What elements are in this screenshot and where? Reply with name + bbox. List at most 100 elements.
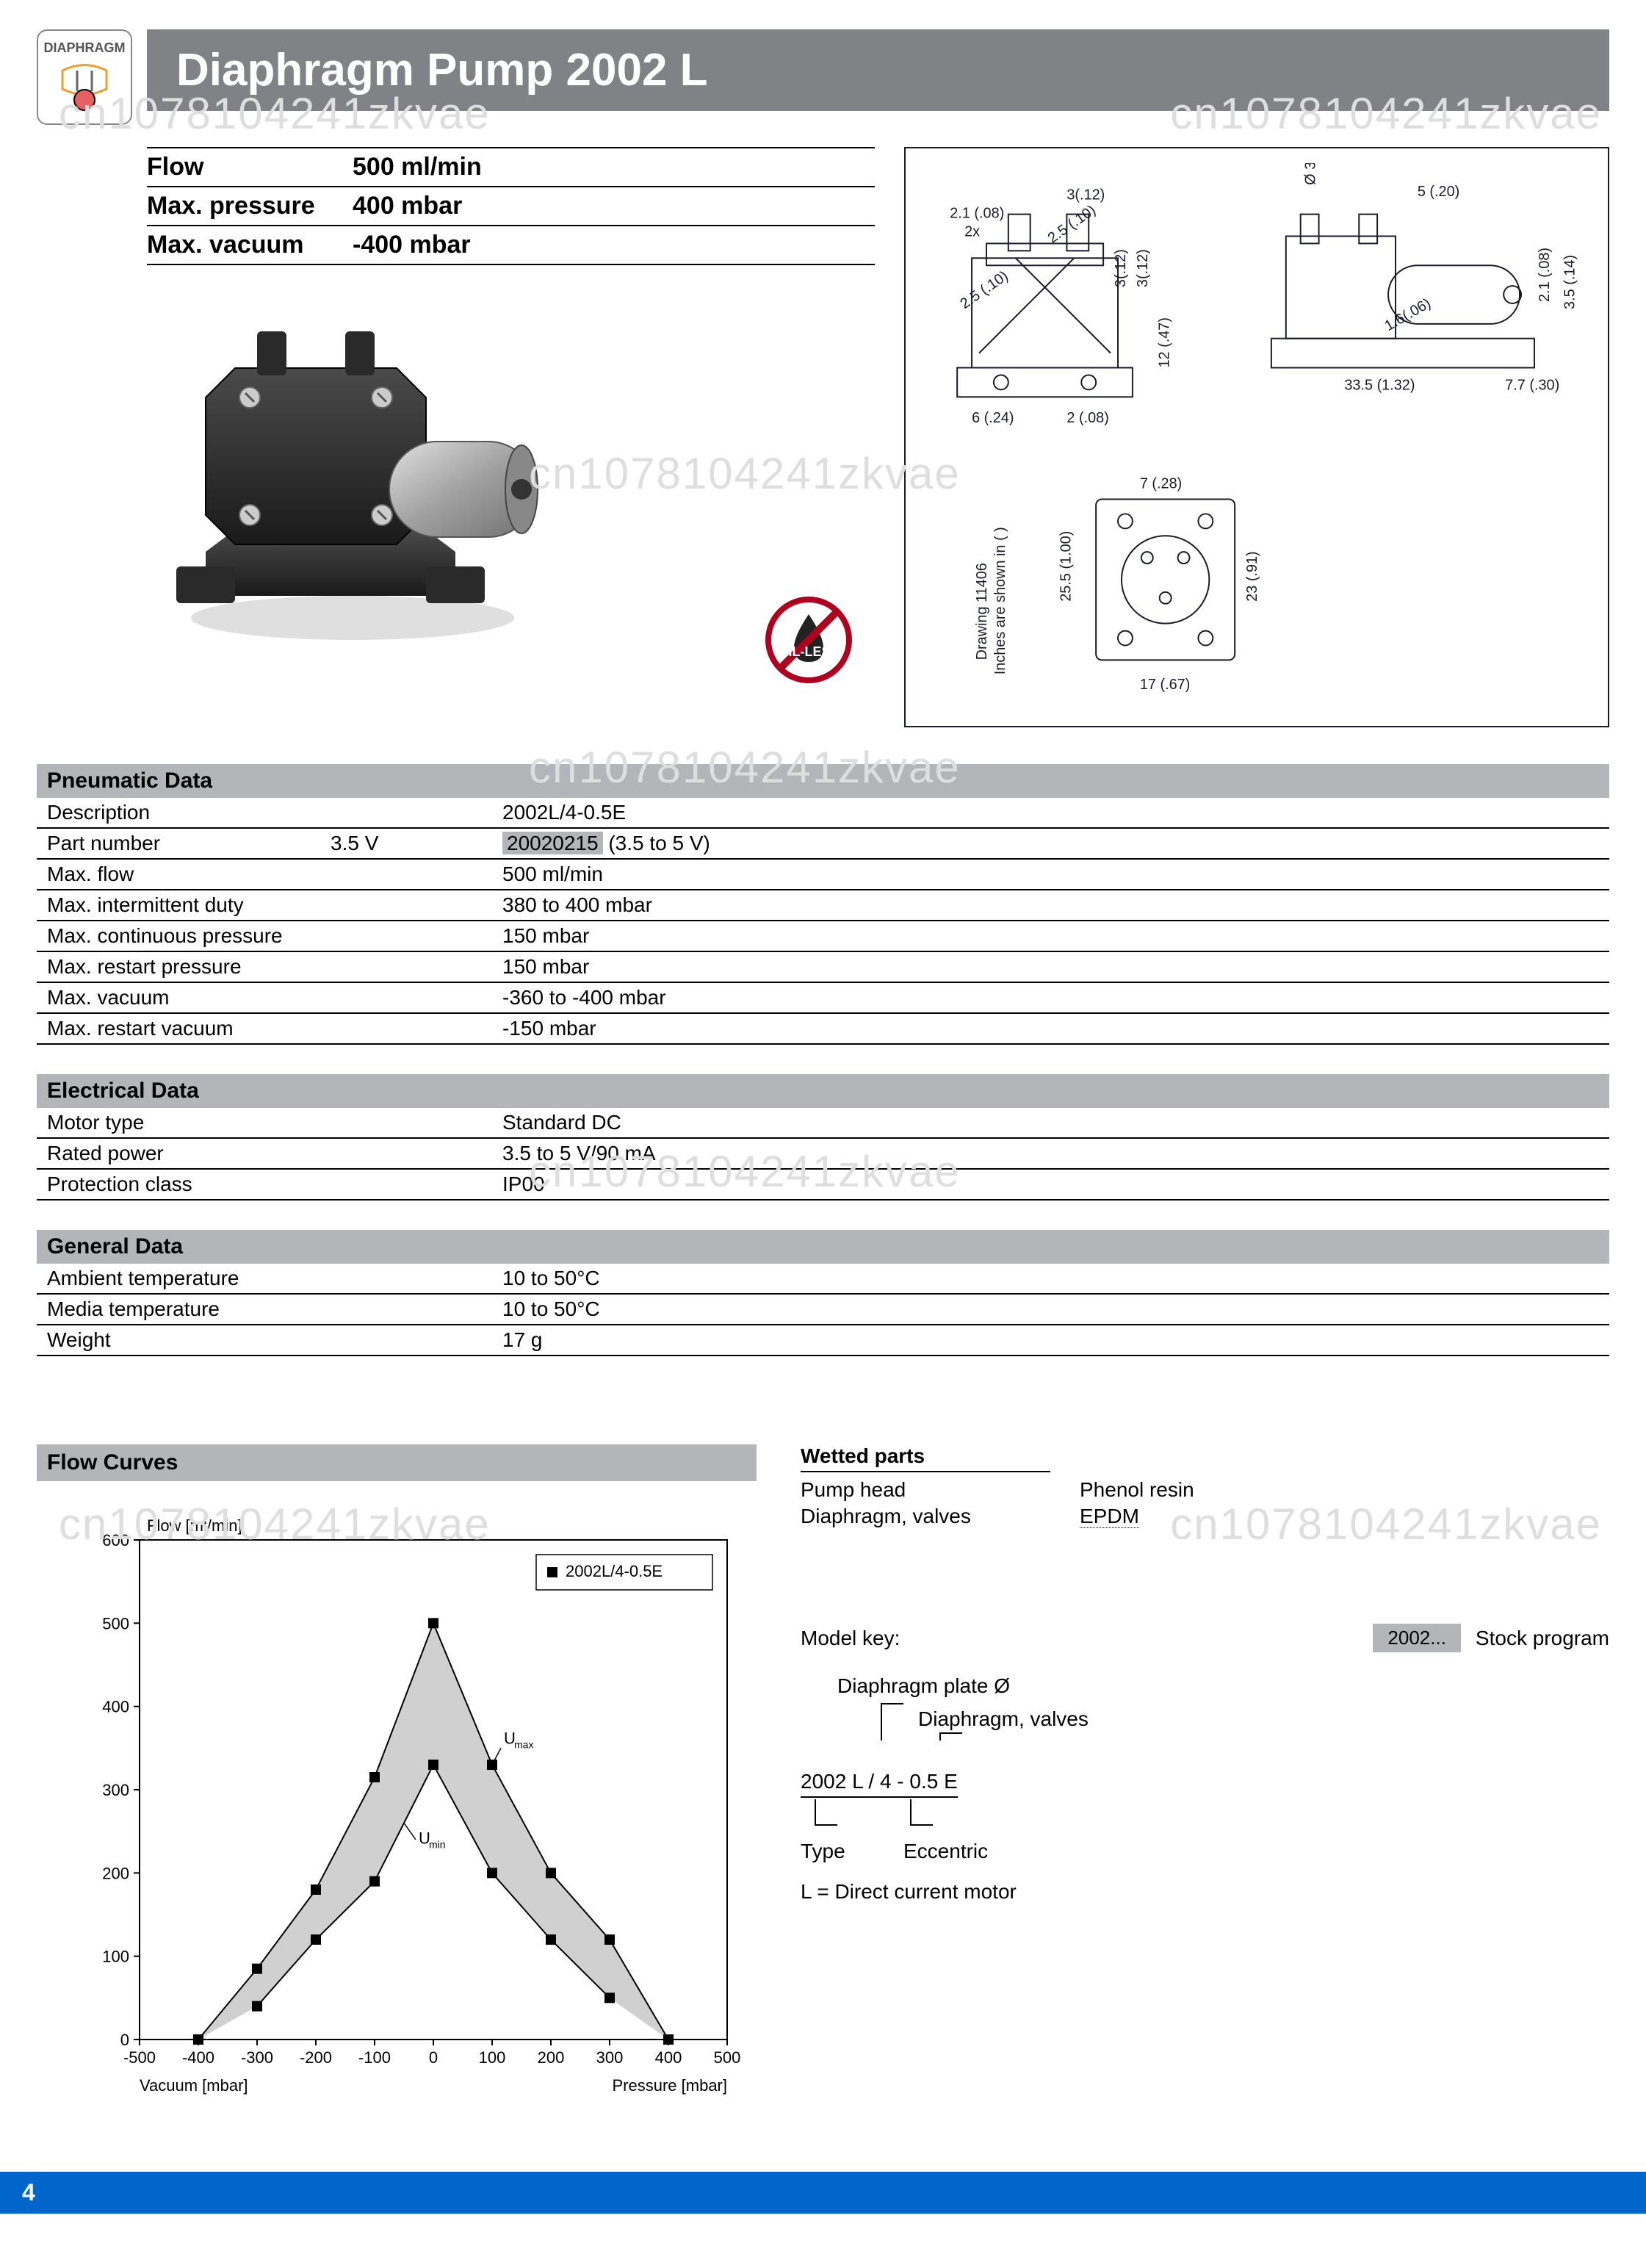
data-label: Description [47,801,502,824]
data-value: 10 to 50°C [502,1267,600,1290]
svg-text:-200: -200 [300,2048,332,2067]
model-key-diagram: Diaphragm plate Ø Diaphragm, valves 2002… [801,1674,1609,1924]
diaphragm-icon [55,56,114,115]
pump-image-area: OIL-LESS [147,309,875,691]
data-row: Max. intermittent duty380 to 400 mbar [37,890,1609,921]
stock-label: Stock program [1476,1627,1609,1650]
data-value: IP00 [502,1173,545,1196]
svg-text:400: 400 [102,1698,129,1716]
data-value: 150 mbar [502,924,589,948]
data-value: 150 mbar [502,955,589,979]
mk-line: Type [801,1840,845,1863]
spec-label: Flow [147,153,353,181]
svg-text:200: 200 [538,2048,565,2067]
svg-text:23 (.91): 23 (.91) [1244,551,1260,602]
flow-curves-header: Flow Curves [37,1444,757,1481]
general-header: General Data [37,1230,1609,1264]
data-row: Max. restart vacuum-150 mbar [37,1014,1609,1045]
svg-text:3(.12): 3(.12) [1113,249,1129,287]
data-mid: 3.5 V [331,832,378,855]
svg-text:-400: -400 [182,2048,214,2067]
wetted-value: EPDM [1080,1505,1139,1528]
data-label: Max. flow [47,863,502,886]
data-label: Motor type [47,1111,502,1134]
svg-text:400: 400 [655,2048,682,2067]
spec-value: -400 mbar [353,231,471,259]
data-row: Weight17 g [37,1325,1609,1356]
svg-text:300: 300 [596,2048,624,2067]
data-row: Max. restart pressure150 mbar [37,952,1609,983]
svg-text:5 (.20): 5 (.20) [1418,184,1459,200]
svg-text:2.1 (.08): 2.1 (.08) [950,206,1004,222]
svg-text:2.5 (.10): 2.5 (.10) [1045,202,1099,246]
technical-drawing: 3(.12) 2.1 (.08) 2x 2.5 (.10) 2.5 (.10) … [904,147,1609,727]
header-row: DIAPHRAGM Diaphragm Pump 2002 L [37,29,1609,125]
data-value: -150 mbar [502,1017,596,1040]
svg-text:0: 0 [429,2048,438,2067]
data-label: Max. restart vacuum [47,1017,502,1040]
wetted-value: Phenol resin [1080,1478,1194,1502]
spec-row: Flow 500 ml/min [147,147,875,187]
data-label: Max. restart pressure [47,955,502,979]
pump-illustration [147,309,558,647]
electrical-header: Electrical Data [37,1074,1609,1108]
main-specs-table: Flow 500 ml/min Max. pressure 400 mbar M… [147,147,875,265]
svg-text:33.5 (1.32): 33.5 (1.32) [1344,377,1415,393]
pneumatic-header: Pneumatic Data [37,764,1609,798]
svg-text:7 (.28): 7 (.28) [1140,476,1182,492]
diaphragm-logo-badge: DIAPHRAGM [37,29,132,125]
data-value: 20020215 (3.5 to 5 V) [502,832,710,855]
drawing-svg: 3(.12) 2.1 (.08) 2x 2.5 (.10) 2.5 (.10) … [920,163,1593,711]
spec-row: Max. vacuum -400 mbar [147,226,875,265]
page-title: Diaphragm Pump 2002 L [147,29,1609,111]
data-row: Motor typeStandard DC [37,1108,1609,1139]
data-label: Protection class [47,1173,502,1196]
data-label: Max. intermittent duty [47,893,502,917]
data-row: Rated power3.5 to 5 V/90 mA [37,1139,1609,1170]
svg-text:100: 100 [102,1948,129,1966]
mk-line: Eccentric [903,1840,988,1863]
data-value: -360 to -400 mbar [502,986,666,1009]
flow-chart-svg: 0100200300400500600-500-400-300-200-1000… [81,1511,757,2142]
mk-formula: 2002 L / 4 - 0.5 E [801,1770,958,1798]
svg-text:3.5 (.14): 3.5 (.14) [1562,255,1578,309]
spec-label: Max. pressure [147,192,353,220]
data-value: 17 g [502,1328,543,1352]
model-key-label: Model key: [801,1627,900,1650]
data-label: Max. vacuum [47,986,502,1009]
svg-text:max: max [514,1739,533,1751]
data-row: Part number3.5 V20020215 (3.5 to 5 V) [37,829,1609,860]
svg-text:7.7 (.30): 7.7 (.30) [1505,377,1559,393]
svg-text:0: 0 [120,2031,129,2049]
data-value: 500 ml/min [502,863,603,886]
data-row: Max. continuous pressure150 mbar [37,921,1609,952]
svg-text:200: 200 [102,1864,129,1882]
svg-text:-500: -500 [123,2048,156,2067]
spec-label: Max. vacuum [147,231,353,259]
data-value: 10 to 50°C [502,1297,600,1321]
svg-text:min: min [429,1839,446,1851]
page-number-footer: 4 [0,2172,1646,2214]
wetted-label: Diaphragm, valves [801,1505,1080,1528]
data-value: Standard DC [502,1111,621,1134]
svg-text:-100: -100 [358,2048,391,2067]
data-label: Media temperature [47,1297,502,1321]
svg-text:100: 100 [479,2048,506,2067]
svg-text:2.1 (.08): 2.1 (.08) [1537,248,1553,302]
mk-bracket-icon [801,1696,1094,1770]
svg-text:500: 500 [714,2048,741,2067]
svg-text:2 (.08): 2 (.08) [1066,410,1108,426]
svg-text:OIL-LESS: OIL-LESS [778,644,839,659]
data-row: Protection classIP00 [37,1170,1609,1200]
data-label: Max. continuous pressure [47,924,502,948]
data-value: 3.5 to 5 V/90 mA [502,1142,656,1165]
svg-text:3(.12): 3(.12) [1135,249,1151,287]
mk-line: L = Direct current motor [801,1880,1017,1904]
wetted-row: Pump head Phenol resin [801,1478,1609,1502]
flow-chart: 0100200300400500600-500-400-300-200-1000… [37,1496,757,2142]
data-value: 380 to 400 mbar [502,893,652,917]
spec-value: 400 mbar [353,192,462,220]
svg-text:Flow [ml/min]: Flow [ml/min] [147,1516,242,1535]
svg-text:Ø 3 (.12): Ø 3 (.12) [1303,163,1319,185]
svg-text:2.5 (.10): 2.5 (.10) [957,268,1011,312]
